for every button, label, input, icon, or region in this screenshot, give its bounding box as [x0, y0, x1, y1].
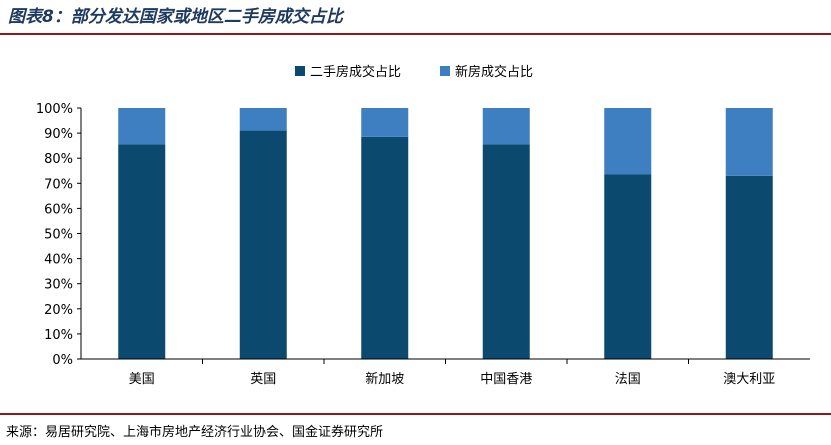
y-tick-label: 0%: [52, 353, 73, 368]
legend-swatch-0: [295, 66, 305, 76]
legend-label-1: 新房成交占比: [455, 64, 533, 80]
chart-title: 图表8：部分发达国家或地区二手房成交占比: [8, 7, 343, 27]
y-tick-label: 20%: [44, 303, 73, 318]
bar-new-2: [361, 108, 409, 137]
footer-divider: [0, 413, 831, 415]
bar-new-4: [604, 108, 652, 175]
y-tick-label: 30%: [44, 278, 73, 293]
stacked-bar-chart: 二手房成交占比 新房成交占比 0% 10% 20% 30% 40% 50% 60% 70% 80%…: [36, 64, 810, 387]
y-tick-label: 40%: [44, 253, 73, 268]
bar-new-3: [482, 108, 530, 145]
x-tick-label: 中国香港: [480, 372, 532, 387]
bars: [118, 108, 773, 359]
source-note: 来源：易居研究院、上海市房地产经济行业协会、国金证券研究所: [6, 425, 384, 440]
bar-resale-0: [118, 144, 166, 359]
bar-resale-1: [239, 130, 287, 359]
legend: 二手房成交占比 新房成交占比: [295, 64, 533, 80]
bar-resale-2: [361, 136, 409, 359]
bar-resale-5: [725, 175, 773, 359]
y-tick-label: 70%: [44, 177, 73, 192]
legend-label-0: 二手房成交占比: [310, 64, 401, 80]
x-tick-label: 英国: [250, 372, 276, 387]
x-axis: 美国 英国 新加坡 中国香港 法国 澳大利亚: [81, 358, 810, 387]
bar-new-1: [239, 108, 287, 131]
bar-new-5: [725, 108, 773, 176]
header-divider: [0, 33, 831, 35]
x-tick-label: 法国: [615, 372, 641, 387]
legend-swatch-1: [440, 66, 450, 76]
y-tick-label: 100%: [36, 102, 73, 117]
y-tick-label: 60%: [44, 202, 73, 217]
y-axis: 0% 10% 20% 30% 40% 50% 60% 70% 80% 90% 100%: [36, 102, 82, 368]
y-tick-label: 90%: [44, 127, 73, 142]
x-tick-label: 美国: [129, 372, 155, 387]
y-tick-label: 50%: [44, 228, 73, 243]
y-tick-label: 10%: [44, 328, 73, 343]
x-tick-label: 新加坡: [365, 371, 404, 387]
bar-new-0: [118, 108, 166, 145]
x-tick-label: 澳大利亚: [723, 371, 775, 387]
bar-resale-3: [482, 144, 530, 359]
y-tick-label: 80%: [44, 152, 73, 167]
bar-resale-4: [604, 174, 652, 359]
